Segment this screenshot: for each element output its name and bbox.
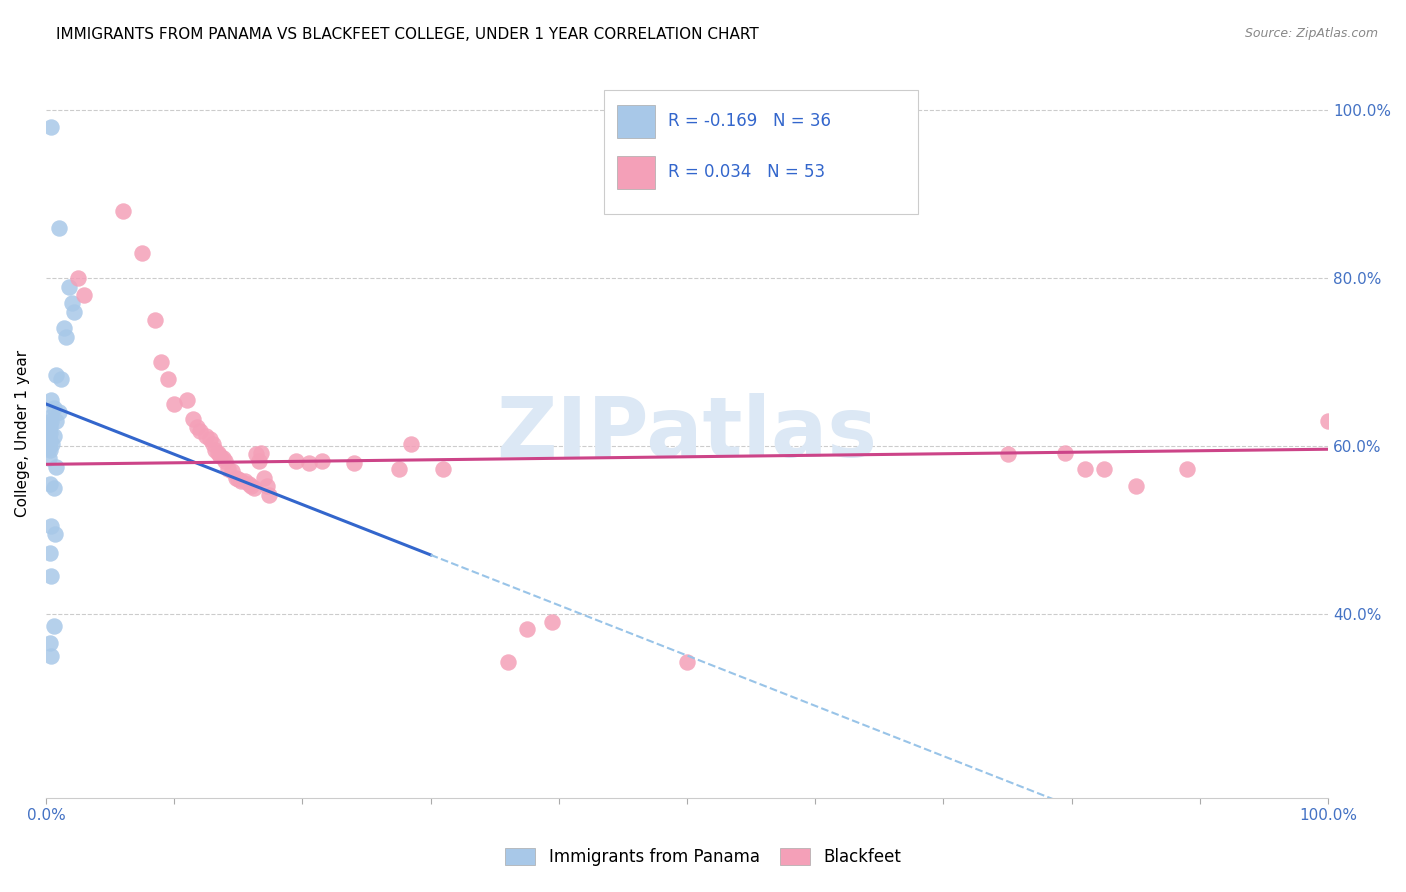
Point [143, 313, 166, 327]
Point [55, 330, 77, 344]
Point [204, 443, 226, 458]
FancyBboxPatch shape [617, 156, 655, 189]
Point [238, 476, 260, 491]
Point [45, 414, 67, 428]
Point [131, 246, 153, 260]
Point [60, 296, 83, 310]
Point [42, 401, 65, 416]
Point [163, 397, 186, 411]
Point [176, 392, 198, 407]
Point [256, 479, 278, 493]
Point [1092, 462, 1115, 476]
Point [52, 321, 75, 335]
Point [245, 447, 267, 461]
Point [195, 429, 218, 443]
Point [51, 372, 73, 386]
Point [541, 615, 564, 629]
Point [63, 304, 86, 318]
Y-axis label: College, Under 1 year: College, Under 1 year [15, 350, 30, 516]
Point [247, 454, 270, 468]
Point [39, 648, 62, 663]
Point [1317, 414, 1340, 428]
Text: ZIPatlas: ZIPatlas [496, 392, 877, 474]
Point [48, 405, 70, 419]
Point [387, 462, 409, 476]
Point [38, 417, 60, 432]
Point [38, 476, 60, 491]
Point [201, 437, 224, 451]
Point [226, 472, 249, 486]
Point [38, 434, 60, 449]
Point [39, 569, 62, 583]
Point [44, 527, 66, 541]
Point [41, 437, 63, 451]
Point [39, 392, 62, 407]
Point [516, 622, 538, 636]
Point [42, 481, 65, 495]
Point [217, 462, 239, 476]
Point [250, 445, 273, 459]
Point [1073, 462, 1095, 476]
Point [496, 655, 519, 669]
Point [233, 474, 256, 488]
Point [39, 518, 62, 533]
Point [38, 451, 60, 466]
Point [39, 120, 62, 135]
Point [150, 355, 173, 369]
Point [298, 456, 321, 470]
Point [186, 420, 208, 434]
Point [997, 447, 1019, 461]
Point [221, 464, 243, 478]
Point [343, 456, 366, 470]
Point [207, 445, 229, 459]
Point [240, 479, 263, 493]
Point [38, 546, 60, 560]
Point [183, 412, 205, 426]
Point [229, 474, 252, 488]
Point [225, 471, 247, 485]
Point [1125, 479, 1147, 493]
Point [38, 432, 60, 446]
Point [257, 487, 280, 501]
Point [214, 454, 236, 468]
FancyBboxPatch shape [617, 105, 655, 138]
Point [42, 619, 65, 633]
Point [73, 288, 96, 302]
Point [401, 437, 423, 451]
Point [188, 424, 211, 438]
Point [66, 271, 89, 285]
Point [42, 429, 65, 443]
Point [209, 449, 232, 463]
Text: Source: ZipAtlas.com: Source: ZipAtlas.com [1244, 27, 1378, 40]
Point [1054, 445, 1077, 459]
Point [45, 368, 67, 382]
Text: IMMIGRANTS FROM PANAMA VS BLACKFEET COLLEGE, UNDER 1 YEAR CORRELATION CHART: IMMIGRANTS FROM PANAMA VS BLACKFEET COLL… [56, 27, 759, 42]
Point [156, 372, 179, 386]
Point [311, 454, 333, 468]
Point [253, 471, 276, 485]
Point [39, 414, 62, 428]
Point [38, 409, 60, 424]
Legend: Immigrants from Panama, Blackfeet: Immigrants from Panama, Blackfeet [496, 840, 910, 875]
Point [1175, 462, 1198, 476]
Point [38, 441, 60, 455]
Point [38, 443, 60, 458]
Point [48, 220, 70, 235]
Point [38, 424, 60, 438]
Text: R = 0.034   N = 53: R = 0.034 N = 53 [668, 163, 825, 181]
Point [58, 279, 80, 293]
Point [198, 432, 221, 446]
Point [38, 420, 60, 434]
Point [212, 451, 235, 466]
Point [45, 459, 67, 474]
Point [38, 426, 60, 441]
Point [38, 636, 60, 650]
Text: R = -0.169   N = 36: R = -0.169 N = 36 [668, 112, 831, 130]
Point [432, 462, 454, 476]
Point [242, 481, 264, 495]
Point [676, 655, 699, 669]
FancyBboxPatch shape [603, 90, 918, 214]
Point [285, 454, 308, 468]
Point [111, 204, 134, 219]
